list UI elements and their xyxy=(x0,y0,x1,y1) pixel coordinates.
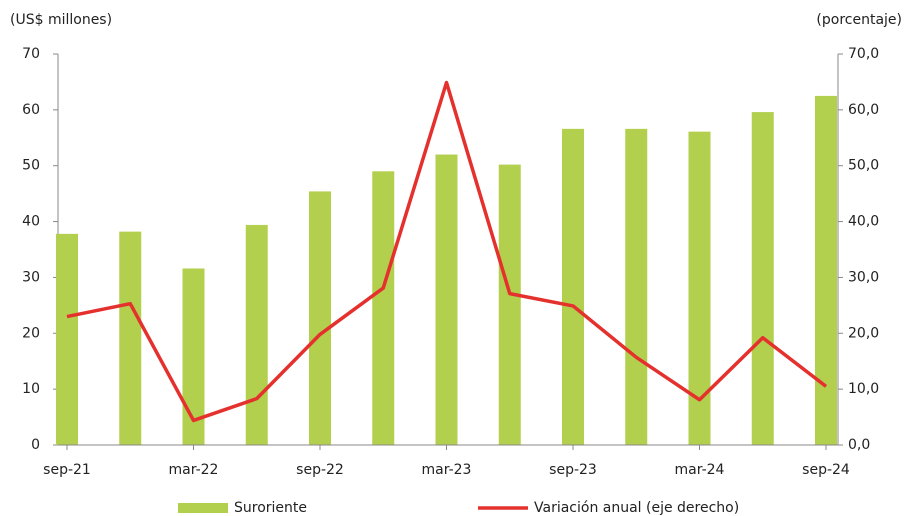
x-tick-label: mar-22 xyxy=(169,462,219,478)
bar xyxy=(309,191,331,445)
y-tick-label: 20 xyxy=(22,325,40,341)
y2-tick-label: 0,0 xyxy=(848,437,870,453)
bar xyxy=(435,154,458,446)
y-tick-label: 60 xyxy=(22,102,40,118)
bar xyxy=(182,268,205,445)
y-tick-label: 30 xyxy=(22,269,40,285)
y2-tick-label: 60,0 xyxy=(848,102,879,118)
bar xyxy=(372,171,395,446)
legend-swatch xyxy=(178,503,228,513)
x-tick-label: mar-24 xyxy=(675,462,725,478)
y2-tick-label: 40,0 xyxy=(848,214,879,230)
x-tick-label: mar-23 xyxy=(422,462,472,478)
bar xyxy=(245,224,268,445)
y2-axis-label: (porcentaje) xyxy=(816,12,902,28)
legend-label: Variación anual (eje derecho) xyxy=(534,500,739,516)
y-tick-label: 50 xyxy=(22,158,40,174)
y-tick-label: 40 xyxy=(22,214,40,230)
bar xyxy=(751,112,774,445)
y-axis-label: (US$ millones) xyxy=(10,12,112,28)
x-tick-label: sep-21 xyxy=(43,462,91,478)
y2-tick-label: 20,0 xyxy=(848,325,879,341)
bar xyxy=(815,95,837,446)
y2-tick-label: 30,0 xyxy=(848,269,879,285)
bar xyxy=(625,128,648,445)
y-tick-label: 10 xyxy=(22,381,40,397)
y2-tick-label: 10,0 xyxy=(848,381,879,397)
x-tick-label: sep-23 xyxy=(549,462,597,478)
bar xyxy=(498,164,521,445)
y2-tick-label: 70,0 xyxy=(848,46,879,62)
y-tick-label: 70 xyxy=(22,46,40,62)
bar xyxy=(688,131,711,446)
bar xyxy=(562,128,584,445)
y2-tick-label: 50,0 xyxy=(848,158,879,174)
legend-label: Suroriente xyxy=(234,500,307,516)
bar xyxy=(56,233,78,445)
x-tick-label: sep-22 xyxy=(296,462,344,478)
y-tick-label: 0 xyxy=(31,437,40,453)
x-tick-label: sep-24 xyxy=(802,462,850,478)
bar xyxy=(119,231,142,445)
line xyxy=(66,80,828,423)
